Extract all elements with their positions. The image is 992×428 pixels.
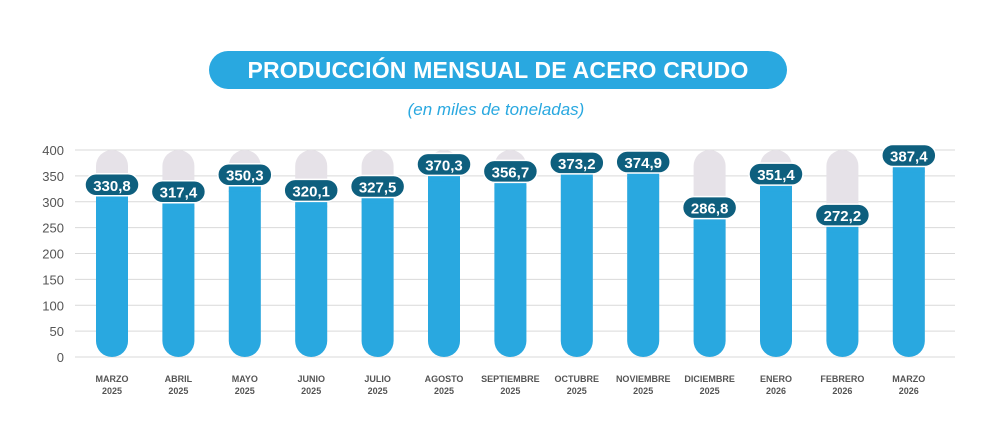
y-tick-label: 400: [42, 143, 64, 158]
y-tick-label: 250: [42, 221, 64, 236]
data-label: 351,4: [757, 167, 795, 184]
y-tick-label: 350: [42, 169, 64, 184]
x-tick-label: JULIO: [364, 374, 391, 384]
x-tick-label: SEPTIEMBRE: [481, 374, 540, 384]
data-label-pill: [217, 162, 273, 187]
data-label-pill: [283, 178, 339, 203]
data-label-pill: [814, 203, 871, 227]
data-label-pill: [416, 152, 472, 177]
bar: [494, 172, 527, 357]
bar: [892, 156, 925, 357]
data-label: 272,2: [824, 208, 862, 225]
x-tick-label: MARZO: [892, 374, 925, 384]
data-label-pill: [150, 179, 207, 204]
data-label: 330,8: [93, 178, 131, 195]
x-tick-label: JUNIO: [297, 374, 325, 384]
bar: [162, 192, 195, 357]
data-label-pill: [349, 174, 406, 199]
y-tick-label: 50: [50, 324, 64, 339]
x-tick-label: ABRIL: [165, 374, 193, 384]
x-tick-label: 2025: [567, 386, 587, 396]
data-label-pill: [748, 162, 804, 186]
data-label: 356,7: [492, 164, 530, 181]
bar: [560, 163, 593, 357]
data-label: 350,3: [226, 168, 264, 185]
bar: [693, 208, 726, 357]
bar: [361, 187, 394, 357]
x-tick-label: OCTUBRE: [555, 374, 600, 384]
data-label-pill: [881, 143, 937, 168]
x-tick-label: FEBRERO: [820, 374, 864, 384]
data-label-pill: [615, 150, 671, 174]
chart-subtitle: (en miles de toneladas): [407, 100, 585, 119]
bar: [228, 175, 261, 357]
bar: [627, 162, 660, 357]
chart-title: PRODUCCIÓN MENSUAL DE ACERO CRUDO: [209, 51, 787, 89]
y-tick-label: 300: [42, 195, 64, 210]
x-tick-label: 2025: [301, 386, 321, 396]
y-tick-label: 0: [57, 350, 64, 365]
data-label: 373,2: [558, 156, 596, 173]
x-tick-label: 2025: [168, 386, 188, 396]
data-label: 327,5: [359, 180, 397, 197]
data-label: 374,9: [624, 155, 662, 172]
x-tick-label: MARZO: [96, 374, 129, 384]
bar: [295, 191, 328, 357]
x-tick-label: DICIEMBRE: [684, 374, 735, 384]
y-tick-label: 100: [42, 298, 64, 313]
data-label: 286,8: [691, 201, 729, 218]
x-tick-label: 2025: [102, 386, 122, 396]
x-tick-label: 2025: [700, 386, 720, 396]
data-label-pill: [549, 151, 605, 175]
data-label: 320,1: [292, 183, 330, 200]
x-tick-label: 2025: [633, 386, 653, 396]
data-label: 370,3: [425, 157, 463, 174]
x-tick-label: 2025: [500, 386, 520, 396]
bar: [826, 216, 859, 357]
x-tick-label: ENERO: [760, 374, 792, 384]
x-tick-label: 2025: [368, 386, 388, 396]
data-label-pill: [681, 195, 738, 220]
y-tick-label: 150: [42, 272, 64, 287]
x-tick-label: 2026: [832, 386, 852, 396]
x-tick-label: AGOSTO: [425, 374, 464, 384]
y-tick-label: 200: [42, 247, 64, 262]
data-label: 317,4: [160, 185, 198, 202]
bar: [96, 185, 128, 357]
bar: [760, 175, 792, 357]
x-tick-label: NOVIEMBRE: [616, 374, 671, 384]
x-tick-label: 2026: [899, 386, 919, 396]
data-label-pill: [84, 173, 140, 197]
data-label-pill: [482, 159, 539, 184]
x-tick-label: 2026: [766, 386, 786, 396]
x-tick-label: 2025: [434, 386, 454, 396]
bar: [428, 165, 460, 357]
x-tick-label: MAYO: [232, 374, 258, 384]
x-tick-label: 2025: [235, 386, 255, 396]
data-label: 387,4: [890, 149, 928, 166]
